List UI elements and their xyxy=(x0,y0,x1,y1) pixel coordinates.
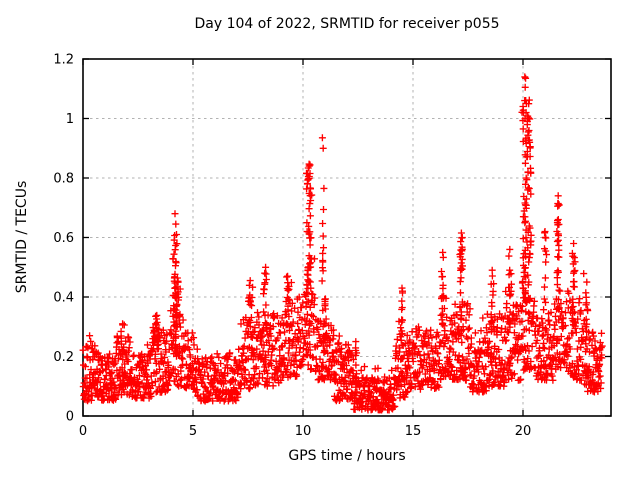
x-tick-label: 5 xyxy=(189,424,197,439)
y-tick-label: 0.6 xyxy=(53,231,74,246)
x-tick-label: 20 xyxy=(515,424,532,439)
y-tick-label: 0.8 xyxy=(53,172,74,187)
y-tick-label: 0 xyxy=(66,410,74,425)
chart-title: Day 104 of 2022, SRMTID for receiver p05… xyxy=(194,16,500,32)
x-tick-label: 10 xyxy=(295,424,312,439)
y-tick-label: 0.4 xyxy=(53,291,74,306)
x-tick-label: 15 xyxy=(405,424,422,439)
y-tick-label: 1.2 xyxy=(53,53,74,68)
x-axis-label: GPS time / hours xyxy=(288,448,406,464)
x-tick-label: 0 xyxy=(79,424,87,439)
y-tick-label: 1 xyxy=(66,112,74,127)
scatter-points xyxy=(79,73,606,414)
y-tick-label: 0.2 xyxy=(53,350,74,365)
